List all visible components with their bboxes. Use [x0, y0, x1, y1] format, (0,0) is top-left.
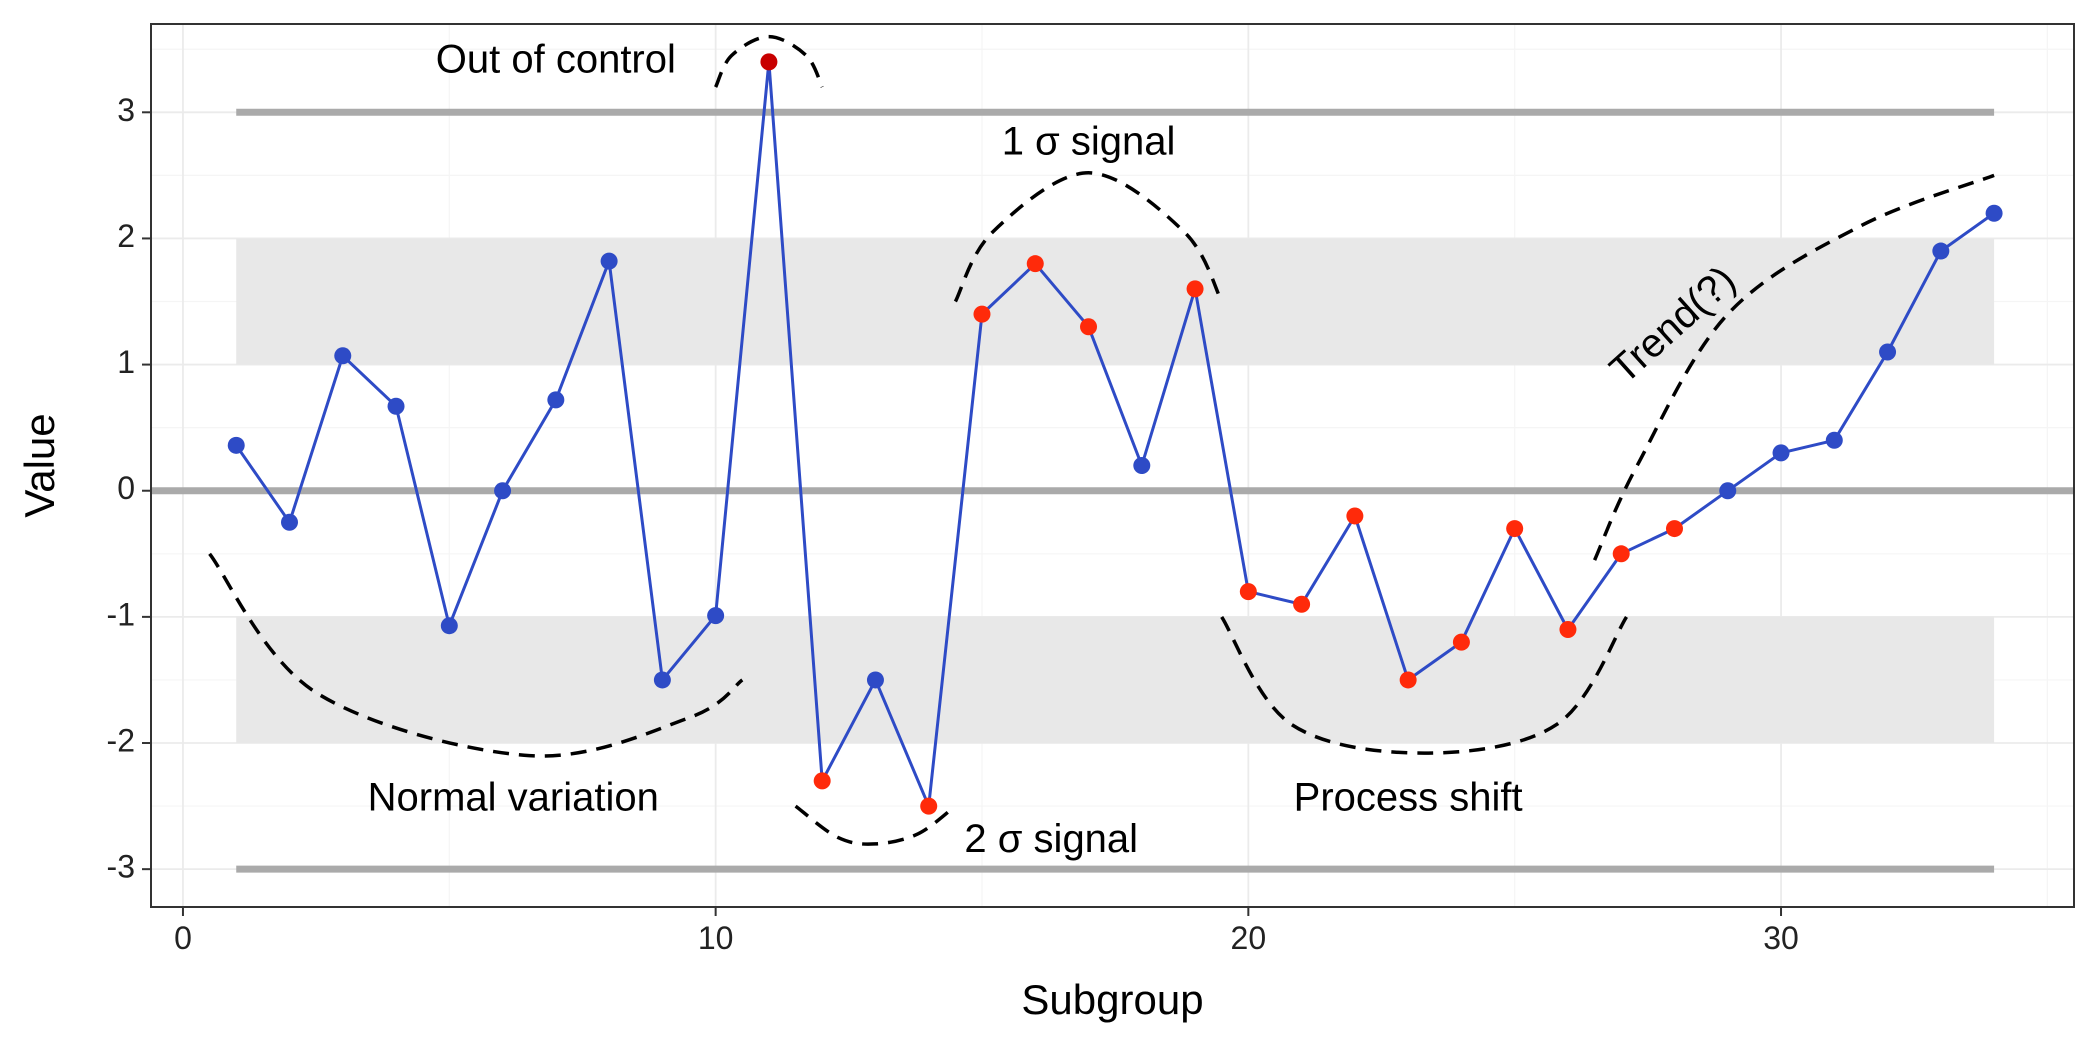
annotation-label: 1 σ signal — [1002, 119, 1176, 163]
y-tick-label: 2 — [117, 218, 135, 254]
series-layer — [234, 60, 1995, 808]
y-tick-label: 0 — [117, 470, 135, 506]
y-axis-title: Value — [16, 413, 63, 517]
data-point-signal — [813, 772, 831, 790]
y-tick-label: -1 — [107, 596, 135, 632]
process-shift-arc — [1220, 615, 1628, 755]
data-point-normal — [1932, 242, 1950, 260]
data-point-signal — [1346, 507, 1364, 525]
data-point-normal — [1772, 444, 1790, 462]
data-point-normal — [707, 607, 725, 625]
y-tick-label: 3 — [117, 92, 135, 128]
normal-variation-arc — [208, 552, 744, 758]
annotation-label: Out of control — [436, 37, 676, 81]
x-tick-label: 20 — [1231, 920, 1267, 956]
data-point-signal — [1239, 583, 1257, 601]
data-point-signal — [1506, 520, 1524, 538]
points-layer — [227, 53, 2003, 815]
annotation-label: Normal variation — [368, 775, 659, 819]
control-lines-layer — [151, 108, 2074, 873]
two-sigma-arc — [794, 804, 957, 846]
data-point-normal — [1719, 482, 1737, 500]
data-point-normal — [440, 617, 458, 635]
data-point-normal — [1133, 457, 1151, 474]
y-tick-label: -2 — [107, 722, 135, 758]
data-point-signal — [1612, 545, 1630, 563]
series-line — [234, 60, 1995, 808]
y-tick-label: 1 — [117, 344, 135, 380]
panel-border — [150, 23, 2075, 908]
plot-panel — [151, 24, 2074, 907]
sigma-band-1 — [236, 616, 1995, 744]
data-point-signal — [1293, 595, 1311, 613]
data-point-normal — [1879, 343, 1897, 361]
data-point-normal — [280, 513, 298, 531]
data-point-signal — [1559, 620, 1577, 638]
data-point-signal — [1452, 633, 1470, 651]
data-point-normal — [334, 347, 352, 365]
data-point-normal — [1825, 431, 1843, 449]
data-point-normal — [866, 671, 884, 689]
annotation-label: 2 σ signal — [964, 817, 1138, 861]
sigma-band-0 — [236, 238, 1995, 365]
annotation-curves-layer — [208, 34, 1995, 846]
data-point-signal — [1026, 255, 1044, 273]
annotation-label: Process shift — [1294, 775, 1523, 819]
data-point-normal — [547, 391, 565, 409]
data-point-signal — [1080, 318, 1098, 336]
data-point-signal — [1665, 520, 1683, 538]
data-point-normal — [600, 252, 618, 270]
data-point-out-of-control — [760, 53, 778, 71]
data-point-normal — [494, 482, 512, 500]
data-point-signal — [1399, 671, 1417, 689]
sigma-bands-layer — [236, 238, 1995, 744]
data-point-signal — [1186, 280, 1204, 298]
x-axis-title: Subgroup — [1021, 976, 1203, 1023]
data-point-normal — [387, 397, 405, 415]
data-point-signal — [920, 797, 938, 815]
x-tick-label: 30 — [1763, 920, 1799, 956]
grid-layer — [151, 24, 2074, 907]
out-of-control-arc — [714, 34, 824, 88]
data-point-signal — [973, 305, 991, 323]
data-point-normal — [653, 671, 671, 689]
one-sigma-arc — [953, 171, 1224, 303]
x-tick-label: 0 — [174, 920, 192, 956]
y-tick-label: -3 — [107, 849, 135, 885]
x-tick-label: 10 — [698, 920, 734, 956]
data-point-normal — [227, 436, 245, 454]
data-point-normal — [1985, 204, 2003, 222]
